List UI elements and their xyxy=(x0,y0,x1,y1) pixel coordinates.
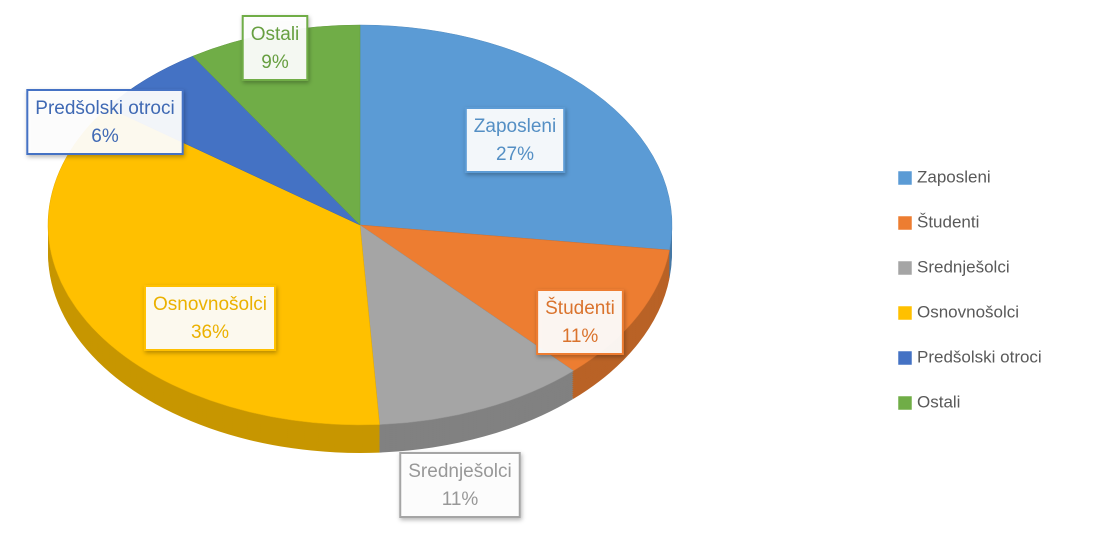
legend-swatch xyxy=(897,260,913,276)
label-box xyxy=(241,15,309,81)
label-value: 9% xyxy=(261,52,289,73)
data-label: Predšolski otroci 6% xyxy=(26,89,184,155)
label-category: Predšolski otroci xyxy=(35,98,174,119)
legend-swatch xyxy=(897,395,913,411)
label-box xyxy=(26,89,184,155)
data-label: Zaposleni 27% xyxy=(464,107,566,173)
label-value: 36% xyxy=(191,322,229,343)
data-label: Osnovnošolci 36% xyxy=(143,285,277,351)
label-category: Študenti xyxy=(545,297,615,319)
label-box xyxy=(536,289,624,355)
label-box xyxy=(399,452,521,518)
data-label: Srednješolci 11% xyxy=(399,452,521,518)
legend-label: Srednješolci xyxy=(917,257,1010,276)
label-category: Zaposleni xyxy=(474,116,556,137)
data-label: Študenti 11% xyxy=(536,289,624,355)
legend-label: Osnovnošolci xyxy=(917,302,1019,321)
legend-label: Predšolski otroci xyxy=(917,347,1042,366)
label-value: 11% xyxy=(442,489,479,510)
label-value: 27% xyxy=(496,144,534,165)
label-box xyxy=(143,285,277,351)
label-category: Srednješolci xyxy=(408,461,512,482)
legend-label: Zaposleni xyxy=(917,167,991,186)
legend-label: Študenti xyxy=(917,212,979,231)
slice xyxy=(47,107,380,426)
legend-swatch xyxy=(897,350,913,366)
label-box xyxy=(464,107,566,173)
legend-swatch xyxy=(897,305,913,321)
slice xyxy=(359,224,575,425)
legend-label: Ostali xyxy=(917,392,960,411)
label-value: 11% xyxy=(562,326,599,347)
legend-swatch xyxy=(897,215,913,231)
label-value: 6% xyxy=(91,126,119,147)
legend-swatch xyxy=(897,170,913,186)
data-label: Ostali 9% xyxy=(241,15,309,81)
label-category: Osnovnošolci xyxy=(153,294,267,315)
label-category: Ostali xyxy=(251,24,300,45)
